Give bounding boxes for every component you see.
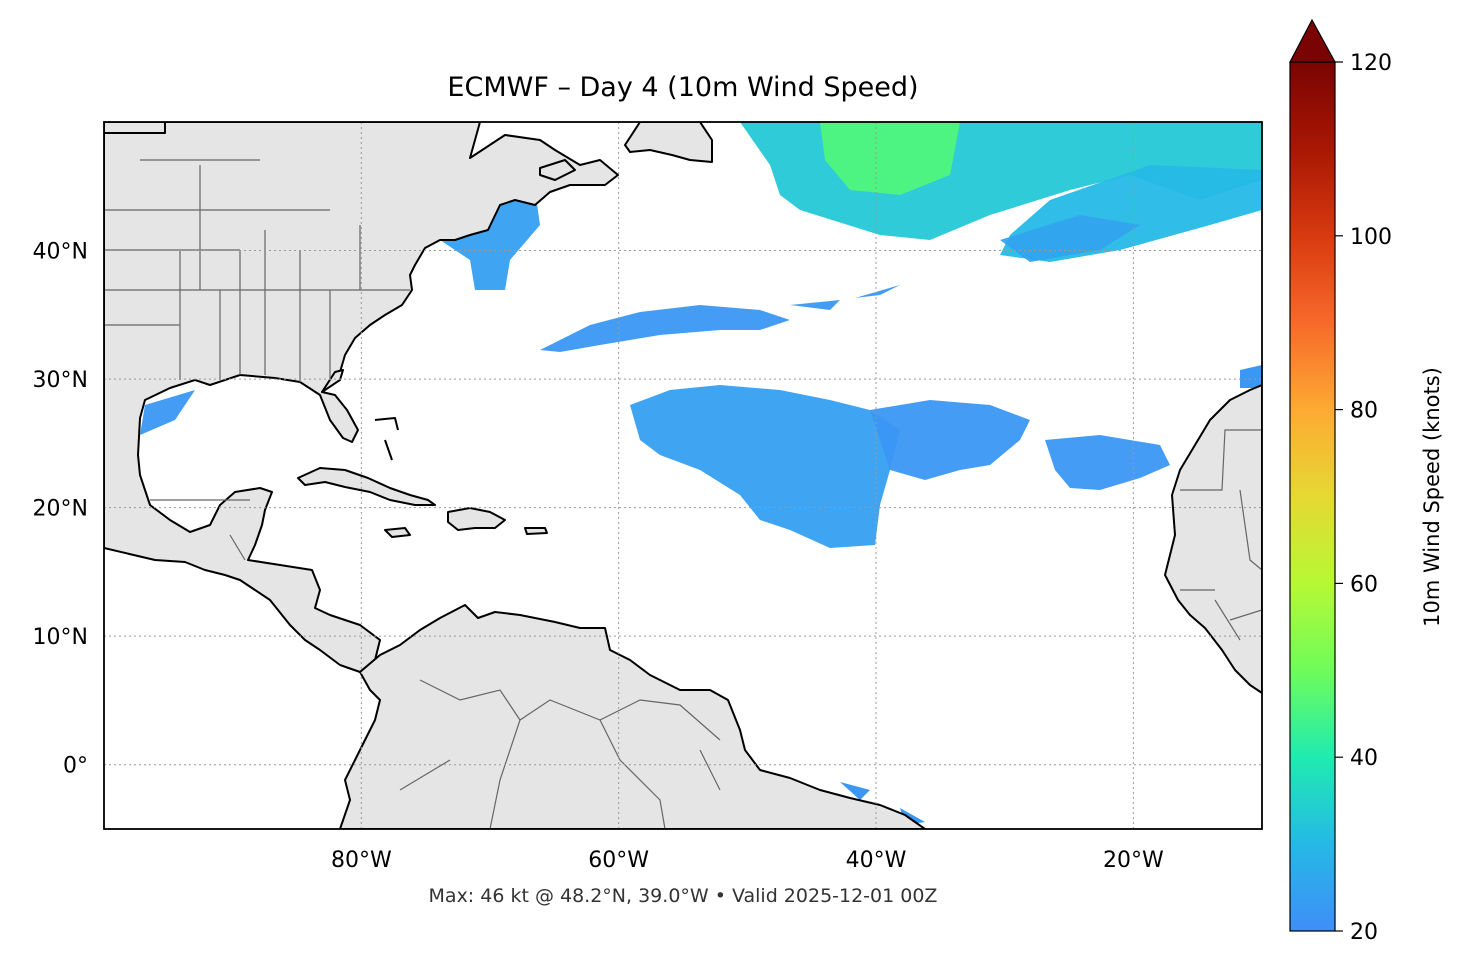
lat-tick-label: 20°N — [33, 497, 88, 522]
colorbar-tick-label: 40 — [1350, 746, 1378, 771]
greenland-edge — [104, 122, 166, 134]
bahamas — [374, 417, 399, 461]
wind-region — [1045, 435, 1170, 490]
latitude-ticks: 40°N 30°N 20°N 10°N 0° — [33, 240, 88, 779]
land-layer — [104, 122, 1262, 829]
lat-tick-label: 10°N — [33, 625, 88, 650]
colorbar-label: 10m Wind Speed (knots) — [1420, 367, 1444, 627]
wind-patch — [1240, 365, 1262, 388]
map-footnote: Max: 46 kt @ 48.2°N, 39.0°W • Valid 2025… — [428, 885, 938, 907]
wind-region — [820, 122, 960, 195]
jamaica — [384, 527, 411, 538]
lon-tick-label: 40°W — [846, 848, 907, 873]
lat-tick-label: 30°N — [33, 368, 88, 393]
newfoundland — [624, 122, 713, 163]
colorbar-tick-label: 20 — [1350, 920, 1378, 945]
lat-tick-label: 0° — [63, 754, 88, 779]
cuba — [297, 467, 436, 506]
nova-scotia — [539, 159, 576, 181]
wind-region — [140, 390, 195, 435]
graticule — [104, 122, 1262, 829]
wind-region — [540, 285, 900, 352]
colorbar: 20 40 60 80 100 120 — [1289, 18, 1392, 945]
colorbar-tick-label: 60 — [1350, 572, 1378, 597]
wind-region — [870, 400, 1030, 480]
lon-tick-label: 20°W — [1103, 848, 1164, 873]
colorbar-extend-arrow — [1289, 18, 1337, 63]
hispaniola — [447, 507, 506, 531]
longitude-ticks: 80°W 60°W 40°W 20°W — [331, 848, 1164, 873]
wind-region — [630, 385, 900, 548]
map-frame — [103, 121, 1263, 830]
colorbar-tick-label: 120 — [1350, 51, 1392, 76]
colorbar-gradient — [1289, 61, 1336, 932]
africa-landmass — [1164, 384, 1262, 694]
lat-tick-label: 40°N — [33, 240, 88, 265]
north-america-landmass — [104, 122, 619, 673]
colorbar-tick-label: 80 — [1350, 399, 1378, 424]
wind-patch — [840, 782, 870, 800]
map-title: ECMWF – Day 4 (10m Wind Speed) — [447, 72, 919, 103]
puerto-rico — [524, 527, 548, 535]
colorbar-ticks: 20 40 60 80 100 120 — [1335, 51, 1392, 945]
south-america-landmass — [339, 604, 926, 829]
lon-tick-label: 80°W — [331, 848, 392, 873]
state-and-country-borders — [104, 159, 1262, 829]
colorbar-tick-label: 100 — [1350, 225, 1392, 250]
lon-tick-label: 60°W — [588, 848, 649, 873]
